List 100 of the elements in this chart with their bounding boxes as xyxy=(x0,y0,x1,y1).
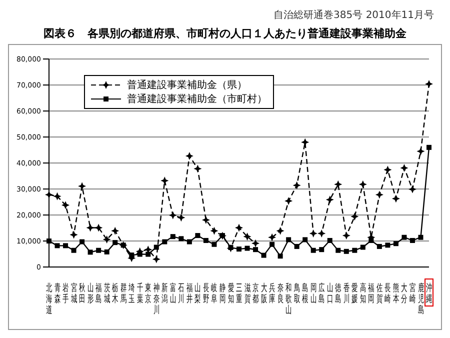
point xyxy=(154,244,159,250)
point xyxy=(62,201,70,210)
legend-label: 普通建設事業補助金（市町村） xyxy=(127,92,267,106)
point xyxy=(393,241,398,246)
x-tick-label: 宮崎 xyxy=(409,281,416,304)
x-tick-label: 長野 xyxy=(202,281,209,304)
point xyxy=(195,233,200,238)
point xyxy=(70,230,78,239)
point xyxy=(54,243,60,248)
x-tick-label: 徳島 xyxy=(335,281,342,304)
point xyxy=(53,192,62,200)
point xyxy=(360,244,366,250)
x-tick-label: 熊本 xyxy=(392,281,399,304)
point xyxy=(63,243,68,248)
point xyxy=(235,224,243,232)
x-tick-label: 山梨 xyxy=(194,281,201,304)
point xyxy=(309,229,318,238)
point xyxy=(310,248,316,253)
point xyxy=(385,242,390,248)
x-tick-label: 神奈川 xyxy=(153,281,160,316)
x-tick-label: 岩手 xyxy=(62,281,69,304)
point xyxy=(336,248,341,253)
point xyxy=(286,237,292,242)
x-tick-label: 兵庫 xyxy=(269,281,276,304)
point xyxy=(416,147,425,156)
x-tick-label: 岡山 xyxy=(310,281,316,304)
x-tick-label: 愛媛 xyxy=(352,281,358,304)
point xyxy=(96,248,102,253)
x-tick-label: 山口 xyxy=(326,281,333,304)
point xyxy=(80,239,85,244)
point xyxy=(358,180,367,188)
x-tick-label: 香川 xyxy=(343,281,350,304)
point xyxy=(410,238,415,243)
point xyxy=(111,226,120,235)
point xyxy=(400,164,408,172)
point xyxy=(292,181,301,190)
x-tick-label: 鹿児島 xyxy=(418,281,424,316)
x-tick-label: 秋田 xyxy=(79,281,86,304)
x-tick-label: 沖縄 xyxy=(425,281,432,304)
point xyxy=(327,238,332,243)
point xyxy=(203,238,208,243)
point xyxy=(88,250,93,255)
point xyxy=(202,216,210,224)
point xyxy=(418,234,424,240)
x-tick-label: 山形 xyxy=(87,281,94,304)
point xyxy=(278,254,283,259)
point xyxy=(302,237,308,242)
point xyxy=(170,234,176,240)
point xyxy=(71,248,76,253)
x-tick-label: 三重 xyxy=(236,281,242,304)
point xyxy=(168,211,177,220)
point xyxy=(178,236,184,242)
point xyxy=(334,180,342,188)
point xyxy=(268,233,276,242)
x-tick-label: 埼玉 xyxy=(128,281,135,304)
x-tick-label: 東京 xyxy=(145,281,152,304)
x-tick-label: 岐阜 xyxy=(211,281,218,304)
point xyxy=(186,239,192,244)
x-tick-label: 長崎 xyxy=(384,281,391,304)
point xyxy=(152,255,160,264)
point xyxy=(177,214,186,222)
point xyxy=(236,246,242,252)
x-tick-label: 富山 xyxy=(170,281,176,304)
x-tick-label: 和歌山 xyxy=(286,281,292,316)
x-tick-label: 静岡 xyxy=(219,281,226,304)
point xyxy=(185,152,194,160)
point xyxy=(326,196,334,204)
x-tick-label: 石川 xyxy=(178,281,184,304)
point xyxy=(129,252,134,258)
point xyxy=(253,247,258,252)
point xyxy=(228,245,234,250)
x-tick-label: 広島 xyxy=(318,281,325,304)
x-tick-label: 福岡 xyxy=(368,281,374,304)
point xyxy=(137,252,142,257)
x-tick-label: 大分 xyxy=(401,281,408,304)
x-tick-label: 千葉 xyxy=(136,281,143,304)
point xyxy=(376,244,382,249)
x-tick-label: 北海道 xyxy=(46,281,52,316)
x-tick-label: 滋賀 xyxy=(244,281,250,304)
x-tick-label: 大阪 xyxy=(260,281,267,304)
point xyxy=(319,247,324,252)
point xyxy=(276,226,284,235)
point xyxy=(318,229,326,238)
point xyxy=(384,166,392,174)
point xyxy=(284,196,293,205)
x-tick-label: 京都 xyxy=(252,281,259,304)
point xyxy=(160,176,169,185)
point xyxy=(244,246,250,251)
point xyxy=(194,164,202,173)
point xyxy=(86,224,94,232)
point xyxy=(146,252,151,257)
point xyxy=(78,182,86,190)
point xyxy=(104,249,110,254)
point xyxy=(344,248,349,254)
point xyxy=(350,212,359,221)
point xyxy=(352,248,358,253)
text: 自治総研通巻385号 2010年11月号 xyxy=(274,8,434,22)
point xyxy=(294,244,300,249)
x-tick-label: 奈良 xyxy=(277,281,284,304)
point xyxy=(426,144,432,150)
